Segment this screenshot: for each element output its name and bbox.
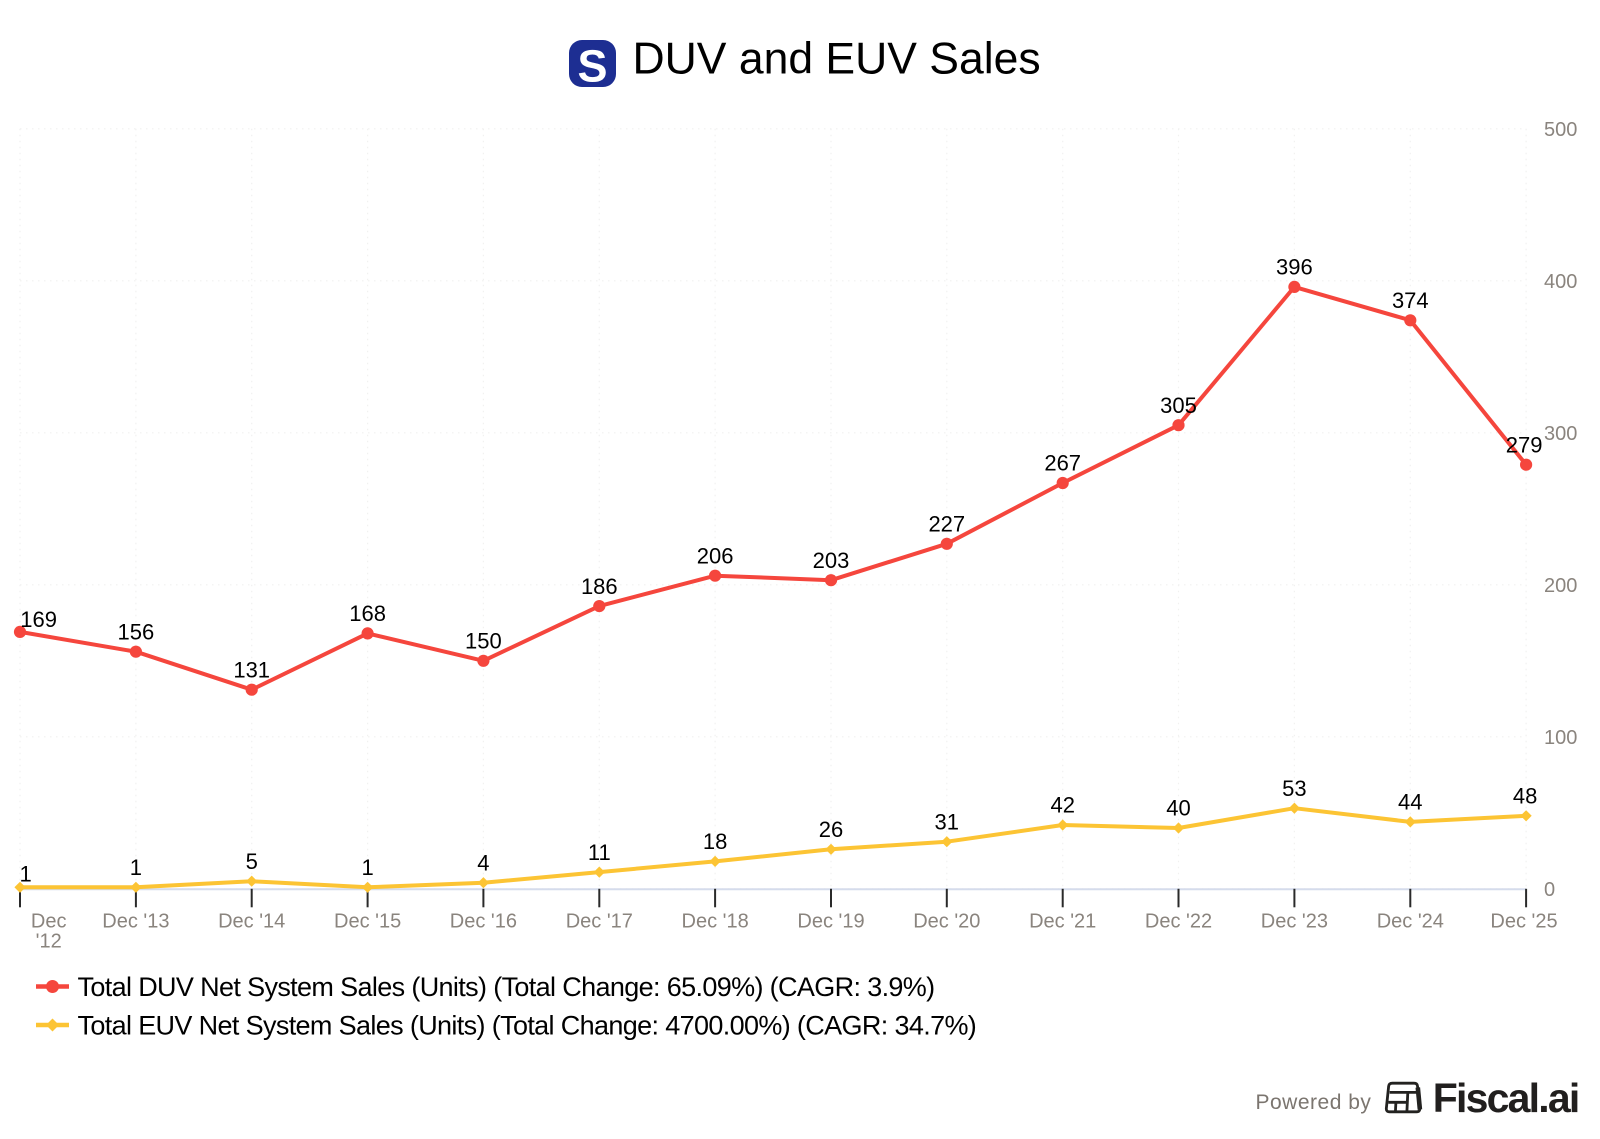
svg-text:150: 150 (465, 629, 502, 654)
svg-text:31: 31 (935, 809, 959, 834)
svg-text:400: 400 (1544, 271, 1577, 293)
svg-text:1: 1 (19, 862, 31, 887)
svg-text:Dec '25: Dec '25 (1490, 911, 1557, 933)
svg-text:374: 374 (1392, 288, 1429, 313)
svg-text:1: 1 (130, 855, 142, 880)
svg-text:Dec '24: Dec '24 (1377, 911, 1444, 933)
svg-text:305: 305 (1160, 393, 1197, 418)
svg-text:168: 168 (349, 601, 386, 626)
svg-text:Dec '19: Dec '19 (797, 911, 864, 933)
svg-text:396: 396 (1276, 255, 1313, 280)
svg-text:186: 186 (581, 574, 618, 599)
svg-text:156: 156 (118, 619, 155, 644)
svg-text:18: 18 (703, 829, 727, 854)
svg-text:Dec '20: Dec '20 (913, 911, 980, 933)
svg-text:Total EUV Net System Sales (Un: Total EUV Net System Sales (Units) (Tota… (78, 1011, 977, 1041)
svg-text:203: 203 (813, 548, 850, 573)
svg-text:44: 44 (1398, 790, 1422, 815)
svg-text:169: 169 (20, 607, 57, 632)
svg-text:Dec '15: Dec '15 (334, 911, 401, 933)
svg-text:Fiscal.ai: Fiscal.ai (1433, 1075, 1579, 1121)
svg-text:Dec '13: Dec '13 (102, 911, 169, 933)
svg-text:279: 279 (1506, 432, 1543, 457)
svg-text:S: S (577, 41, 607, 92)
svg-text:267: 267 (1044, 451, 1081, 476)
svg-text:Dec '16: Dec '16 (450, 911, 517, 933)
svg-text:DUV and EUV Sales: DUV and EUV Sales (633, 35, 1041, 84)
svg-text:Dec '14: Dec '14 (218, 911, 285, 933)
svg-text:206: 206 (697, 543, 734, 568)
svg-text:26: 26 (819, 817, 843, 842)
svg-text:Dec '17: Dec '17 (566, 911, 633, 933)
svg-text:Total DUV Net System Sales (Un: Total DUV Net System Sales (Units) (Tota… (78, 972, 935, 1002)
svg-text:4: 4 (477, 850, 489, 875)
svg-text:227: 227 (928, 512, 965, 537)
svg-text:40: 40 (1166, 796, 1190, 821)
svg-text:0: 0 (1544, 879, 1555, 901)
svg-text:53: 53 (1282, 776, 1306, 801)
svg-text:Powered by: Powered by (1256, 1091, 1372, 1114)
svg-text:200: 200 (1544, 575, 1577, 597)
svg-text:Dec '18: Dec '18 (682, 911, 749, 933)
svg-text:Dec '21: Dec '21 (1029, 911, 1096, 933)
svg-text:Dec '22: Dec '22 (1145, 911, 1212, 933)
svg-text:Dec '23: Dec '23 (1261, 911, 1328, 933)
svg-text:5: 5 (246, 849, 258, 874)
svg-text:Dec: Dec (31, 911, 67, 933)
svg-text:11: 11 (588, 840, 611, 865)
svg-text:42: 42 (1050, 793, 1074, 818)
svg-text:'12: '12 (36, 931, 62, 953)
svg-text:300: 300 (1544, 423, 1577, 445)
svg-text:100: 100 (1544, 727, 1577, 749)
svg-text:500: 500 (1544, 119, 1577, 141)
svg-text:48: 48 (1513, 784, 1537, 809)
svg-text:1: 1 (361, 855, 373, 880)
svg-text:131: 131 (233, 657, 270, 682)
